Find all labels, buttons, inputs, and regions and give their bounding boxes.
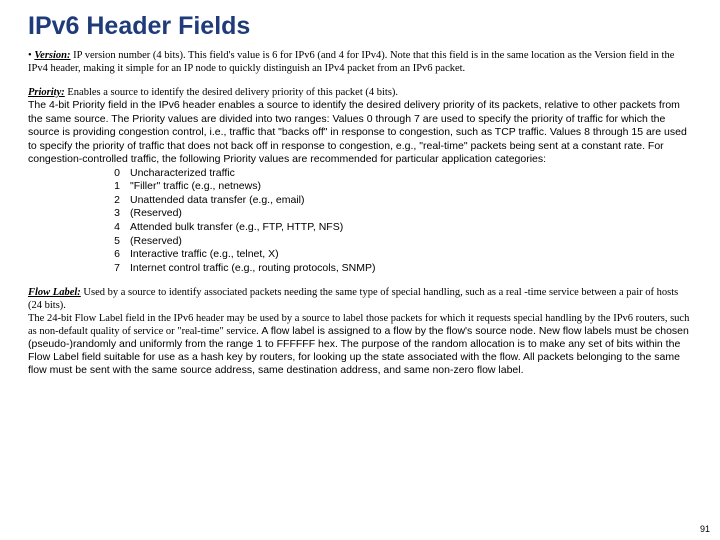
page-number: 91 <box>700 524 710 534</box>
priority-num: 5 <box>102 235 120 249</box>
priority-text: Interactive traffic (e.g., telnet, X) <box>130 248 279 260</box>
version-label: Version: <box>34 50 70 61</box>
list-item: 0 Uncharacterized traffic <box>102 167 692 181</box>
flowlabel-label: Flow Label: <box>28 287 81 298</box>
priority-num: 1 <box>102 180 120 194</box>
priority-num: 6 <box>102 248 120 262</box>
priority-label: Priority: <box>28 87 65 98</box>
flowlabel-section: Flow Label: Used by a source to identify… <box>28 286 692 378</box>
list-item: 5 (Reserved) <box>102 235 692 249</box>
list-item: 6 Interactive traffic (e.g., telnet, X) <box>102 248 692 262</box>
priority-list: 0 Uncharacterized traffic 1 "Filler" traff… <box>28 167 692 276</box>
version-text: IP version number (4 bits). This field's… <box>28 50 674 74</box>
list-item: 2 Unattended data transfer (e.g., email) <box>102 194 692 208</box>
priority-text: Uncharacterized traffic <box>130 167 235 179</box>
priority-text: Internet control traffic (e.g., routing … <box>130 262 376 274</box>
priority-text: (Reserved) <box>130 207 182 219</box>
priority-body: The 4-bit Priority field in the IPv6 hea… <box>28 99 687 165</box>
priority-text: Attended bulk transfer (e.g., FTP, HTTP,… <box>130 221 343 233</box>
priority-num: 3 <box>102 207 120 221</box>
priority-num: 7 <box>102 262 120 276</box>
priority-text: (Reserved) <box>130 235 182 247</box>
priority-num: 2 <box>102 194 120 208</box>
list-item: 4 Attended bulk transfer (e.g., FTP, HTTP… <box>102 221 692 235</box>
priority-num: 4 <box>102 221 120 235</box>
priority-text: "Filler" traffic (e.g., netnews) <box>130 180 261 192</box>
version-section: • Version: IP version number (4 bits). T… <box>28 49 692 76</box>
list-item: 7 Internet control traffic (e.g., routing… <box>102 262 692 276</box>
list-item: 3 (Reserved) <box>102 207 692 221</box>
priority-lead: Enables a source to identify the desired… <box>65 87 398 98</box>
priority-text: Unattended data transfer (e.g., email) <box>130 194 305 206</box>
list-item: 1 "Filler" traffic (e.g., netnews) <box>102 180 692 194</box>
flowlabel-lead: Used by a source to identify associated … <box>28 287 678 311</box>
priority-section: Priority: Enables a source to identify t… <box>28 86 692 276</box>
priority-num: 0 <box>102 167 120 181</box>
page-title: IPv6 Header Fields <box>28 12 692 41</box>
